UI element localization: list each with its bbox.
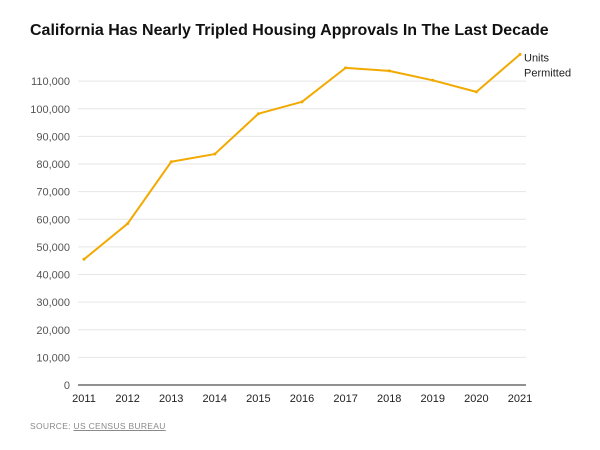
x-tick-label: 2015 [246,393,270,405]
data-point [126,222,130,226]
data-point [300,100,304,104]
x-tick-label: 2021 [508,393,532,405]
y-tick-label: 30,000 [36,297,70,309]
x-tick-label: 2013 [159,393,183,405]
series-line [83,53,521,261]
x-tick-label: 2016 [290,393,314,405]
x-tick-label: 2014 [203,393,227,405]
data-point [387,69,391,73]
legend-label: Permitted [524,67,571,79]
y-tick-label: 50,000 [36,242,70,254]
y-tick-label: 100,000 [30,104,70,116]
data-point [518,52,522,56]
x-tick-label: 2019 [421,393,445,405]
source-note: SOURCE: US CENSUS BUREAU [30,421,166,431]
x-tick-label: 2020 [464,393,488,405]
y-tick-label: 60,000 [36,214,70,226]
data-point [344,66,348,70]
y-tick-label: 110,000 [31,76,70,88]
x-tick-label: 2018 [377,393,401,405]
y-tick-label: 70,000 [36,187,70,199]
y-tick-label: 20,000 [36,325,70,337]
data-point [256,112,260,116]
x-tick-label: 2012 [115,393,139,405]
data-point [431,78,435,82]
chart-title: California Has Nearly Tripled Housing Ap… [30,22,549,39]
source-prefix: SOURCE: [30,421,74,431]
data-point [474,90,478,94]
y-tick-label: 40,000 [36,270,70,282]
data-point [169,160,173,164]
x-tick-label: 2011 [72,393,96,405]
x-tick-label: 2017 [333,393,357,405]
y-tick-label: 0 [64,380,70,392]
data-point [82,257,86,261]
source-link[interactable]: US CENSUS BUREAU [73,421,166,431]
legend-label: Units [524,52,550,64]
y-tick-label: 80,000 [36,159,70,171]
y-tick-label: 10,000 [36,352,70,364]
y-tick-label: 90,000 [36,131,70,143]
data-point [213,152,217,156]
